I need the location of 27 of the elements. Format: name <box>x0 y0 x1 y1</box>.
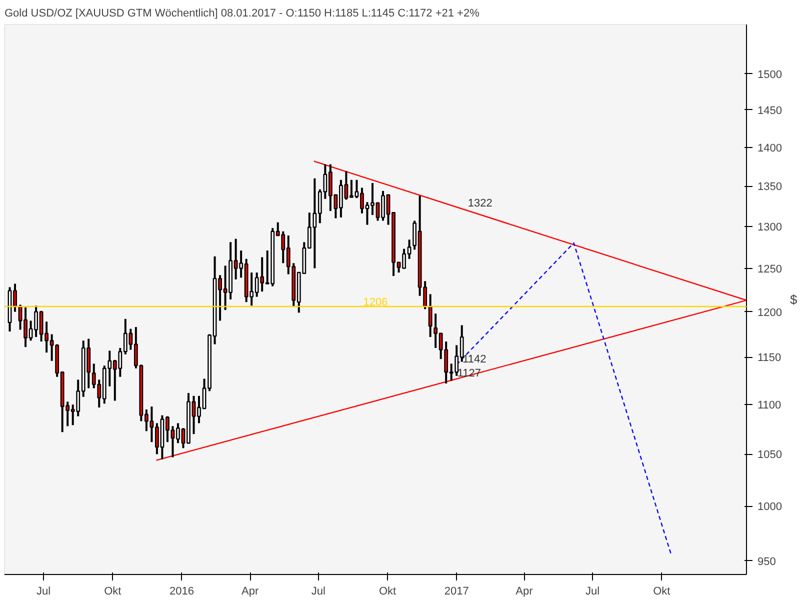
x-tick-label: Okt <box>378 586 396 598</box>
x-tick-label: Okt <box>104 586 122 598</box>
x-tick-label: Jul <box>36 586 51 598</box>
annotation: 1142 <box>462 354 486 366</box>
x-tick-label: 2016 <box>170 586 194 598</box>
y-tick-label: 1350 <box>758 181 782 194</box>
y-tick-label: 1300 <box>758 221 782 234</box>
y-tick-label: 1450 <box>758 104 782 117</box>
annotation: 1322 <box>468 198 492 210</box>
x-tick-label: Jul <box>586 586 600 598</box>
y-tick-label: 1400 <box>758 142 782 154</box>
y-tick-label: 1150 <box>758 352 782 364</box>
ref-line-label: 1206 <box>363 296 388 308</box>
y-tick-label: 1250 <box>758 263 782 276</box>
y-axis-title: $ <box>790 292 798 307</box>
x-tick-label: Apr <box>516 586 534 598</box>
x-tick-label: Okt <box>653 586 670 598</box>
x-tick-label: Apr <box>242 586 259 598</box>
y-tick-label: 1100 <box>758 400 782 412</box>
y-tick-label: 950 <box>758 556 776 568</box>
y-tick-label: 1500 <box>758 68 782 81</box>
y-tick-label: 1000 <box>758 501 782 514</box>
x-tick-label: Jul <box>311 586 326 598</box>
y-tick-label: 1200 <box>758 306 782 319</box>
chart-title: Gold USD/OZ [XAUUSD GTM Wöchentlich] 08.01.2017 - O:1150 H:1185 L:1145 C:1172 +21 +2% <box>4 8 480 20</box>
x-tick-label: 2017 <box>444 586 469 598</box>
y-tick-label: 1050 <box>758 449 782 462</box>
